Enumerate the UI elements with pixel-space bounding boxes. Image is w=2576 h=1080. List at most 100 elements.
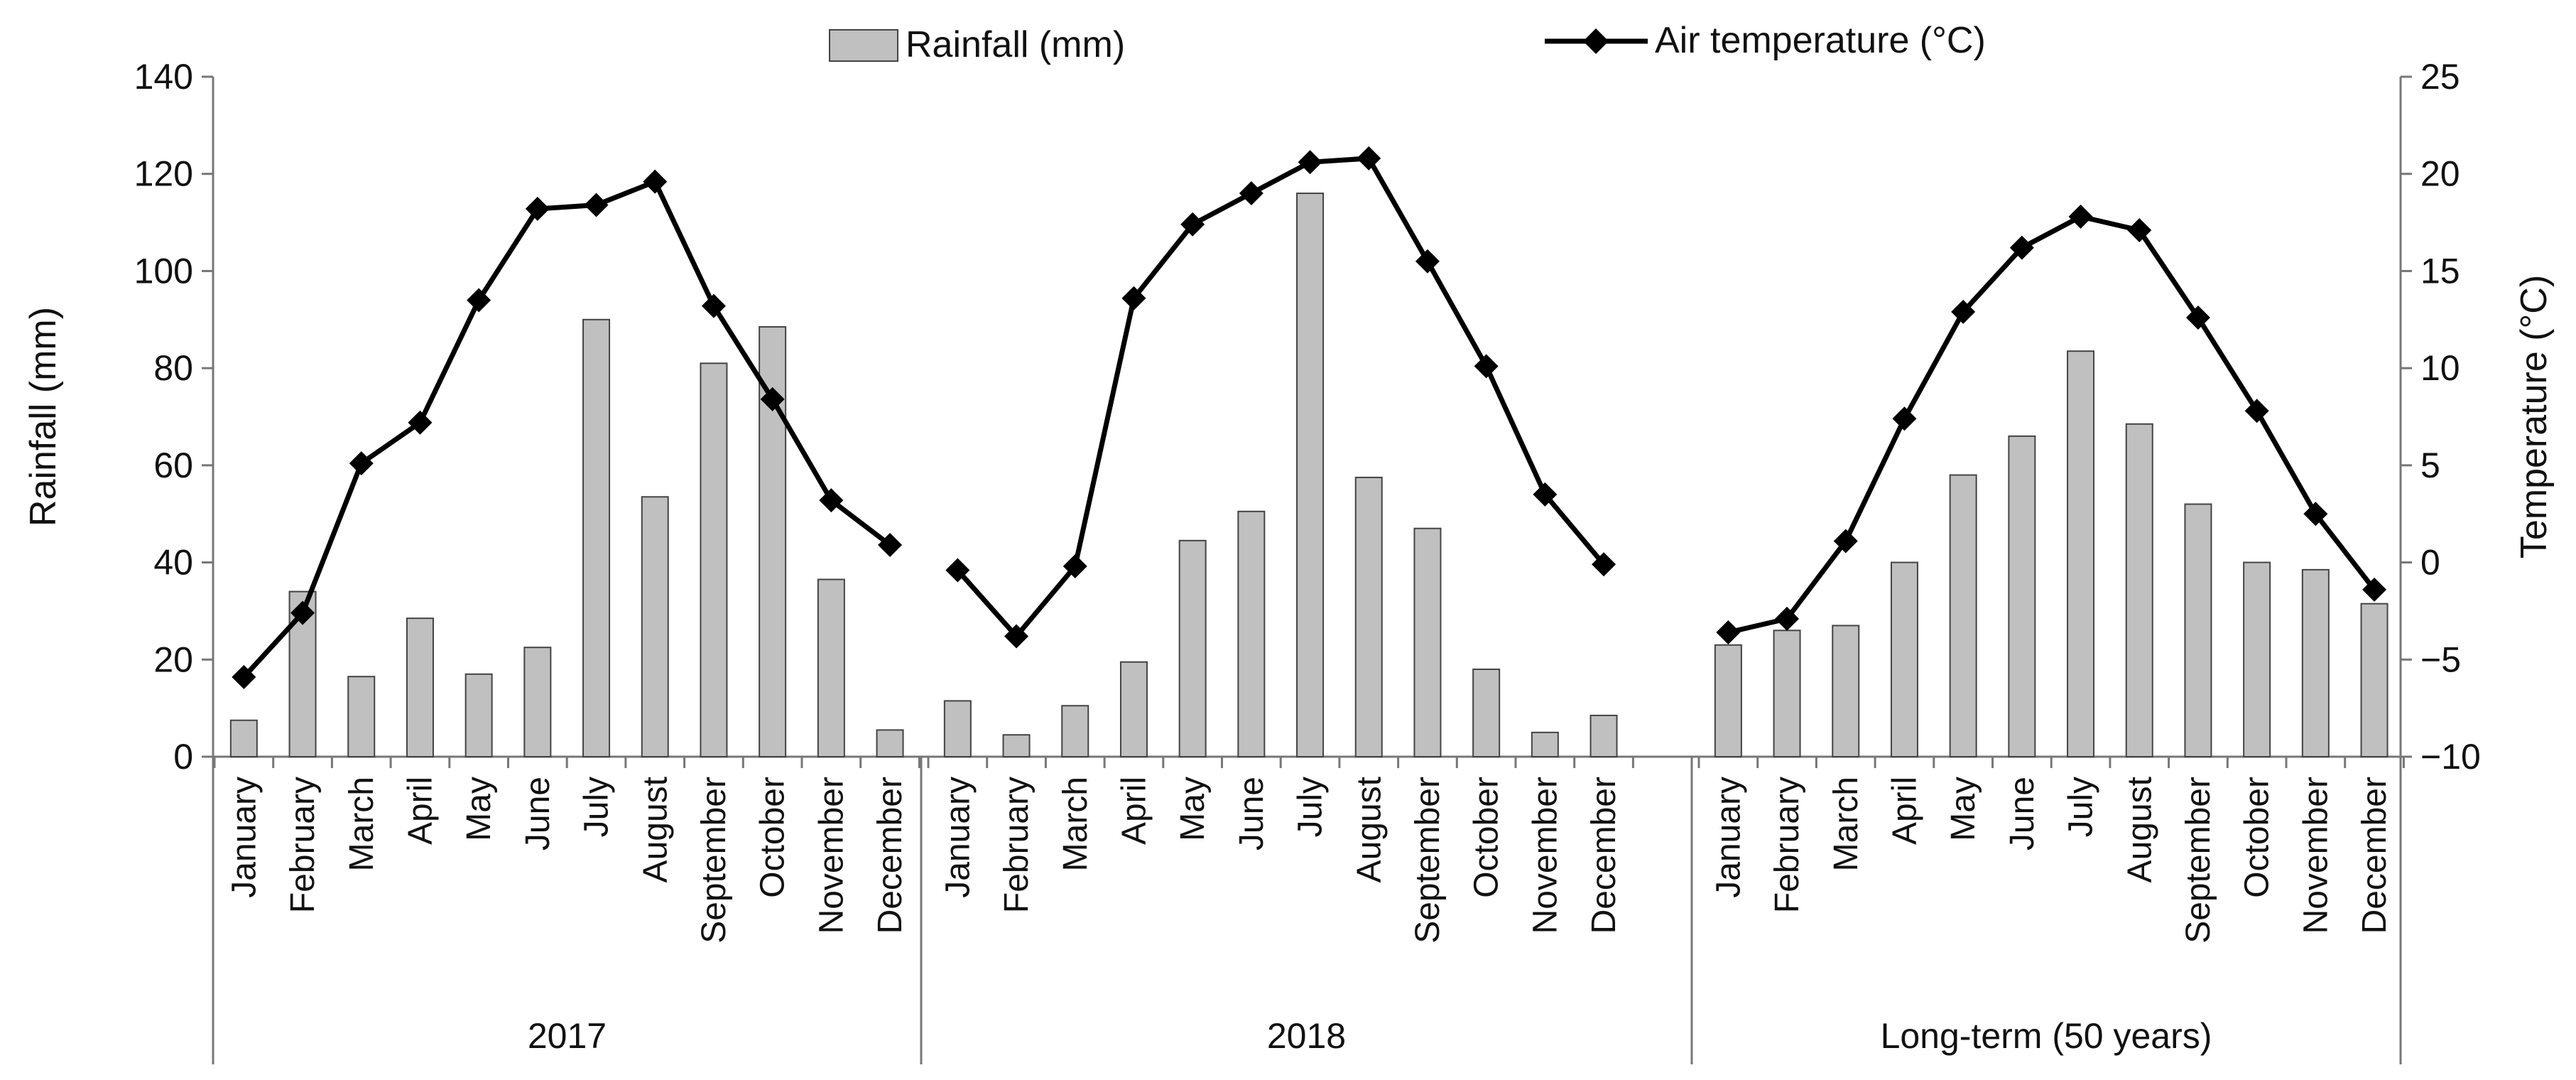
temperature-point [1951, 299, 1976, 324]
month-tick-label: November [2297, 777, 2335, 934]
rainfall-bar [1413, 527, 1442, 757]
temperature-point [1533, 482, 1558, 507]
temperature-line [241, 179, 892, 679]
temperature-point [408, 410, 433, 435]
rainfall-bar [2125, 423, 2153, 758]
rainfall-bar [1002, 734, 1031, 757]
month-tick-label: December [1585, 777, 1623, 934]
rainfall-bar [1354, 476, 1383, 757]
temperature-point [1892, 406, 1917, 431]
month-tick-label: December [871, 777, 909, 934]
month-tick-label: March [1057, 777, 1094, 871]
month-tick-label: April [401, 777, 439, 845]
rainfall-bar [1714, 644, 1742, 757]
temperature-point [1063, 554, 1087, 579]
temperature-line [1727, 214, 2376, 635]
temperature-point [2127, 218, 2152, 243]
rainfall-bar [876, 729, 904, 757]
left-tick-label: 100 [134, 251, 193, 291]
left-tick-label: 0 [173, 737, 193, 777]
rainfall-bar [1832, 625, 1860, 758]
temperature-point [232, 664, 256, 689]
group-label: 2017 [528, 1016, 607, 1056]
temperature-point [819, 488, 844, 513]
right-tick-label: −10 [2420, 737, 2481, 777]
rainfall-bar [2008, 435, 2036, 757]
rainfall-bar [2067, 350, 2095, 758]
legend-bar-swatch [829, 29, 898, 62]
month-tick-label: June [519, 777, 557, 850]
temperature-point [701, 293, 726, 318]
month-tick-label: June [1233, 777, 1271, 850]
right-tick-label: 20 [2420, 154, 2460, 194]
rainfall-bar [1890, 561, 1918, 757]
right-axis-title: Temperature (°C) [2513, 275, 2555, 558]
temperature-point [760, 387, 785, 411]
rainfall-bar [1773, 630, 1801, 757]
left-tick-label: 40 [153, 543, 193, 583]
month-tick-label: June [2004, 777, 2041, 850]
left-axis-title: Rainfall (mm) [23, 307, 64, 526]
rainfall-bars [229, 193, 2388, 758]
right-tick-label: −5 [2420, 639, 2461, 679]
rainfall-bar [2184, 503, 2212, 757]
rainfall-bar [1178, 539, 1207, 758]
legend-line-label: Air temperature (°C) [1655, 20, 1986, 61]
rainfall-bar [1119, 661, 1148, 757]
temperature-lines [232, 146, 2387, 689]
rainfall-bar [817, 578, 845, 757]
rainfall-bar [1237, 510, 1266, 758]
left-tick-label: 80 [153, 348, 193, 388]
temperature-point [1239, 181, 1263, 206]
temperature-point [1833, 529, 1858, 554]
month-tick-label: March [1827, 777, 1865, 871]
temperature-point [945, 558, 970, 583]
month-tick-label: October [1468, 777, 1506, 898]
temperature-point [525, 196, 550, 221]
temperature-point [1775, 606, 1800, 631]
month-tick-label: August [636, 777, 674, 882]
axis-labels: 0 20 40 60 80 100 120 140 −10 −5 0 5 10 15 20 25 January… [23, 57, 2555, 1056]
rainfall-bar [641, 496, 669, 758]
rainfall-bar [2360, 603, 2388, 757]
temperature-point [1121, 286, 1146, 310]
month-tick-label: May [460, 777, 498, 841]
month-tick-label: February [998, 777, 1036, 913]
temperature-point [290, 600, 315, 625]
month-tick-label: July [578, 777, 616, 837]
left-tick-label: 60 [153, 446, 193, 485]
month-tick-label: January [939, 777, 977, 898]
temperature-point [878, 532, 903, 557]
legend-bar-label: Rainfall (mm) [906, 24, 1125, 65]
month-tick-label: May [1945, 777, 1982, 841]
rainfall-bar [464, 673, 493, 757]
rainfall-bar [1949, 474, 1977, 757]
rainfall-bar [1472, 668, 1501, 758]
temperature-point [2185, 306, 2210, 330]
month-tick-label: March [343, 777, 381, 871]
temperature-point [2068, 204, 2093, 229]
rainfall-bar [1531, 731, 1559, 757]
month-tick-label: October [754, 777, 792, 898]
rainfall-bar [2243, 561, 2271, 757]
month-tick-label: September [2180, 777, 2217, 944]
group-label: 2018 [1267, 1016, 1346, 1056]
right-tick-label: 25 [2420, 57, 2460, 97]
temperature-point [2303, 502, 2328, 526]
legend-line-marker [1583, 28, 1609, 54]
rainfall-bar [2301, 568, 2330, 757]
temperature-line [955, 156, 1606, 639]
month-tick-label: September [695, 777, 733, 944]
month-tick-label: August [1350, 777, 1388, 882]
month-tick-label: July [1292, 777, 1330, 837]
temperature-point [467, 288, 491, 313]
right-tick-label: 0 [2420, 543, 2440, 583]
rainfall-bar [406, 617, 434, 757]
temperature-point [1716, 620, 1741, 645]
month-tick-label: January [1710, 777, 1747, 898]
month-tick-label: November [813, 777, 850, 934]
temperature-point [1180, 212, 1205, 237]
temperature-point [1357, 146, 1381, 171]
rainfall-bar [1589, 714, 1618, 757]
